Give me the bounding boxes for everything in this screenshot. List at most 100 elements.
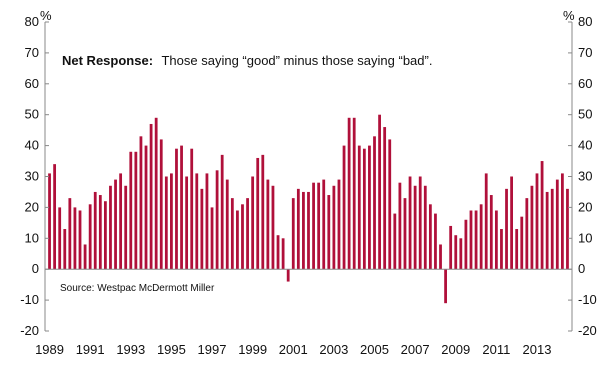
bar	[312, 183, 315, 270]
bar	[388, 139, 391, 269]
bar	[200, 189, 203, 269]
bar	[338, 180, 341, 270]
bar	[231, 198, 234, 269]
bar	[150, 124, 153, 269]
bar	[63, 229, 66, 269]
y-tick-label-left: 80	[25, 14, 39, 29]
y-tick-label-left: 30	[25, 169, 39, 184]
bar	[99, 195, 102, 269]
bar	[317, 183, 320, 270]
bar	[58, 207, 61, 269]
bar	[480, 204, 483, 269]
bar	[322, 180, 325, 270]
bar	[490, 195, 493, 269]
bar	[246, 198, 249, 269]
bar	[272, 186, 275, 269]
bar	[84, 244, 87, 269]
y-tick-label-right: 20	[578, 199, 592, 214]
bar	[434, 214, 437, 270]
bar	[94, 192, 97, 269]
bar	[170, 173, 173, 269]
bar	[485, 173, 488, 269]
bar	[475, 210, 478, 269]
bar	[155, 118, 158, 269]
bar	[180, 146, 183, 270]
bar	[226, 180, 229, 270]
bars-group	[48, 115, 569, 303]
bar	[424, 186, 427, 269]
bar	[419, 177, 422, 270]
bar	[378, 115, 381, 270]
x-tick-label: 2007	[401, 342, 430, 357]
bar	[495, 210, 498, 269]
bar	[505, 189, 508, 269]
bar	[353, 118, 356, 269]
bar	[363, 149, 366, 270]
bar	[287, 269, 290, 281]
bar	[277, 235, 280, 269]
bar	[520, 217, 523, 270]
bar	[302, 192, 305, 269]
bar	[414, 186, 417, 269]
bar	[48, 173, 51, 269]
bar	[536, 173, 539, 269]
y-tick-label-right: 50	[578, 107, 592, 122]
bar	[409, 177, 412, 270]
bar	[373, 136, 376, 269]
bar	[556, 180, 559, 270]
x-tick-label: 2011	[482, 342, 510, 357]
bar	[368, 146, 371, 270]
bar	[211, 207, 214, 269]
bar	[140, 136, 143, 269]
bar	[348, 118, 351, 269]
bar	[566, 189, 569, 269]
bar	[160, 139, 163, 269]
bar	[190, 149, 193, 270]
y-tick-label-right: 10	[578, 230, 592, 245]
bar	[449, 226, 452, 269]
bar	[358, 146, 361, 270]
bar	[470, 210, 473, 269]
bar	[53, 164, 56, 269]
bar	[266, 180, 269, 270]
y-tick-label-left: 20	[25, 199, 39, 214]
y-tick-label-right: 60	[578, 76, 592, 91]
y-tick-label-right: -10	[578, 292, 597, 307]
bar	[185, 177, 188, 270]
bar	[393, 214, 396, 270]
bar	[109, 186, 112, 269]
x-tick-label: 2003	[319, 342, 348, 357]
bar	[216, 170, 219, 269]
bar	[515, 229, 518, 269]
bar	[399, 183, 402, 270]
bar	[429, 204, 432, 269]
x-tick-label: 1995	[157, 342, 186, 357]
x-tick-label: 2001	[279, 342, 308, 357]
bar	[79, 210, 82, 269]
bar	[541, 161, 544, 269]
bar	[404, 198, 407, 269]
bar	[221, 155, 224, 269]
y-tick-label-right: 40	[578, 138, 592, 153]
annotation-text: Those saying “good” minus those saying “…	[161, 53, 432, 68]
bar	[241, 204, 244, 269]
bar	[129, 152, 132, 269]
bar	[145, 146, 148, 270]
y-tick-label-right: 70	[578, 45, 592, 60]
x-tick-label: 2009	[441, 342, 470, 357]
bar	[454, 235, 457, 269]
bar	[546, 192, 549, 269]
bar	[134, 152, 137, 269]
net-response-annotation: Net Response: Those saying “good” minus …	[62, 52, 432, 69]
bar	[510, 177, 513, 270]
bar	[68, 198, 71, 269]
bar	[124, 186, 127, 269]
y-tick-label-right: 0	[578, 261, 585, 276]
bar	[459, 238, 462, 269]
y-tick-label-right: -20	[578, 323, 597, 338]
bar	[74, 207, 77, 269]
x-tick-label: 1997	[198, 342, 227, 357]
bar	[465, 220, 468, 269]
bar	[206, 173, 209, 269]
bar	[327, 195, 330, 269]
